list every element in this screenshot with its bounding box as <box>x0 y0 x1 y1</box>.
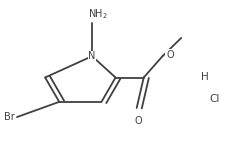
Text: O: O <box>166 50 174 60</box>
Text: Br: Br <box>4 112 15 122</box>
Text: Cl: Cl <box>209 94 219 104</box>
Text: NH$_2$: NH$_2$ <box>88 7 108 21</box>
Text: N: N <box>88 51 96 61</box>
Text: H: H <box>201 73 209 82</box>
Text: O: O <box>134 116 142 126</box>
